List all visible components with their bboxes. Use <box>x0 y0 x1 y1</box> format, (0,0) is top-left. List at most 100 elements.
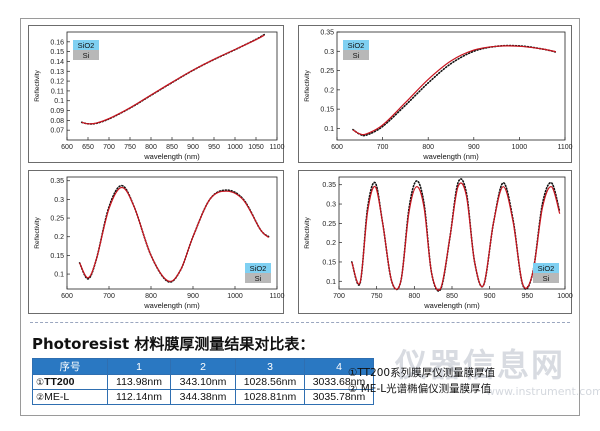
si-layer-label: Si <box>255 274 262 283</box>
x-tick-label: 1000 <box>227 293 243 300</box>
header-cell: 3 <box>235 358 305 375</box>
plot-area <box>338 176 566 290</box>
plot-area <box>336 31 566 141</box>
figure-frame <box>20 18 580 416</box>
si-layer-label: Si <box>543 274 550 283</box>
y-tick-label: 0.15 <box>50 253 64 260</box>
si-layer-label: Si <box>353 51 360 60</box>
chart-panel-2: 600 700 800 900 1000 1100 0.1 0.15 0.2 0.25 0.3 0.3… <box>298 25 573 163</box>
sio2-layer-swatch <box>73 40 99 50</box>
x-tick-label: 900 <box>468 144 480 151</box>
y-tick-label: 0.35 <box>320 30 334 37</box>
si-layer-swatch <box>533 273 559 283</box>
x-tick-label: 900 <box>187 144 199 151</box>
y-tick-label: 0.2 <box>54 234 64 241</box>
table-cell: 1028.81nm <box>235 389 305 405</box>
comparison-table: 序号 1 2 3 4 ①TT200 113.98nm 343.10nm 1028… <box>32 358 374 405</box>
row-label-text: ME-L <box>44 391 70 403</box>
plot-area <box>66 176 278 290</box>
y-tick-label: 0.07 <box>50 128 64 135</box>
sio2-layer-swatch <box>245 263 271 273</box>
y-tick-label: 0.3 <box>324 49 334 56</box>
x-tick-label: 850 <box>446 293 458 300</box>
chart-2-svg: 600 700 800 900 1000 1100 0.1 0.15 0.2 0.25 0.3 0.3… <box>304 30 573 162</box>
x-tick-label: 950 <box>208 144 220 151</box>
table-cell: 1028.56nm <box>235 374 305 390</box>
chart-panel-3: 600 700 800 900 1000 1100 0.1 0.15 0.2 0.25 0.3 0.3… <box>28 170 285 314</box>
y-tick-label: 0.13 <box>50 69 64 76</box>
table-cell: 113.98nm <box>107 374 171 390</box>
sio2-layer-label: SiO2 <box>78 41 95 50</box>
fit-series-line <box>352 45 557 136</box>
x-tick-label: 900 <box>187 293 199 300</box>
y-tick-label: 0.3 <box>54 197 64 204</box>
y-tick-label: 0.25 <box>50 216 64 223</box>
row-mark: ① <box>36 377 45 387</box>
table-cell: 112.14nm <box>107 389 171 405</box>
watermark-logo: 仪器信息网 <box>395 340 565 386</box>
chart-1-svg: 600 650 700 750 800 850 900 950 1000 1050 1100 0.07… <box>34 31 285 161</box>
x-tick-label: 850 <box>166 144 178 151</box>
row-label: ②ME-L <box>32 389 108 405</box>
y-axis-label: Reflectivity <box>34 217 41 249</box>
x-tick-label: 700 <box>377 144 389 151</box>
watermark-url: www.instrument.com.cn <box>486 385 600 398</box>
sio2-layer-label: SiO2 <box>348 41 365 50</box>
y-tick-label: 0.2 <box>326 240 336 247</box>
y-tick-label: 0.14 <box>50 59 64 66</box>
y-axis-label: Reflectivity <box>304 70 311 102</box>
y-axis-label: Reflectivity <box>304 217 311 249</box>
header-cell: 1 <box>107 358 171 375</box>
fit-series-line <box>81 34 265 125</box>
x-tick-label: 650 <box>82 144 94 151</box>
x-tick-label: 800 <box>145 144 157 151</box>
si-layer-label: Si <box>83 51 90 60</box>
si-layer-swatch <box>73 50 99 60</box>
table-cell: 3035.78nm <box>304 389 374 405</box>
x-tick-label: 1100 <box>557 144 572 151</box>
watermark-text: 仪器信息网 <box>395 346 566 384</box>
chart-panel-1: 600 650 700 750 800 850 900 950 1000 1050 1100 0.07… <box>28 25 285 163</box>
row-label-text: TT200 <box>44 376 75 388</box>
header-cell: 序号 <box>32 358 108 375</box>
x-tick-label: 900 <box>484 293 496 300</box>
chart-3-svg: 600 700 800 900 1000 1100 0.1 0.15 0.2 0.25 0.3 0.3… <box>34 176 285 310</box>
y-tick-label: 0.3 <box>326 202 336 209</box>
row-label: ①TT200 <box>32 374 108 390</box>
x-axis-label: wavelength (nm) <box>422 152 479 161</box>
x-tick-label: 700 <box>103 144 115 151</box>
x-tick-label: 800 <box>145 293 157 300</box>
chart-4-svg: 700 750 800 850 900 950 1000 0.1 0.15 0.2 0.25 0.3 0… <box>304 176 573 310</box>
x-tick-label: 700 <box>333 293 345 300</box>
table-row: ②ME-L 112.14nm 344.38nm 1028.81nm 3035.7… <box>32 389 374 405</box>
y-tick-label: 0.15 <box>322 259 336 266</box>
si-layer-swatch <box>245 273 271 283</box>
fit-series-line <box>351 182 561 291</box>
legend-notes: ①TT200系列膜厚仪测量膜厚值 ② ME-L光谱椭偏仪测量膜厚值 <box>348 365 495 397</box>
x-tick-label: 600 <box>61 144 73 151</box>
x-tick-label: 600 <box>331 144 343 151</box>
y-tick-label: 0.09 <box>50 108 64 115</box>
x-tick-label: 1050 <box>248 144 264 151</box>
x-axis-label: wavelength (nm) <box>143 301 200 310</box>
y-tick-label: 0.35 <box>50 178 64 185</box>
sio2-layer-swatch <box>533 263 559 273</box>
table-cell: 3033.68nm <box>304 374 374 390</box>
si-layer-swatch <box>343 50 369 60</box>
section-divider <box>30 322 570 323</box>
x-tick-label: 700 <box>103 293 115 300</box>
y-tick-label: 0.1 <box>54 272 64 279</box>
sio2-layer-swatch <box>343 40 369 50</box>
table-cell: 343.10nm <box>170 374 236 390</box>
table-row: ①TT200 113.98nm 343.10nm 1028.56nm 3033.… <box>32 374 374 390</box>
y-tick-label: 0.35 <box>322 182 336 189</box>
y-tick-label: 0.15 <box>50 49 64 56</box>
y-tick-label: 0.1 <box>326 279 336 286</box>
x-tick-label: 1000 <box>512 144 528 151</box>
y-tick-label: 0.1 <box>54 98 64 105</box>
fit-series-line <box>79 186 270 282</box>
table-cell: 344.38nm <box>170 389 236 405</box>
sio2-layer-label: SiO2 <box>250 264 267 273</box>
sio2-layer-label: SiO2 <box>538 264 555 273</box>
measured-series-dots <box>78 184 270 283</box>
